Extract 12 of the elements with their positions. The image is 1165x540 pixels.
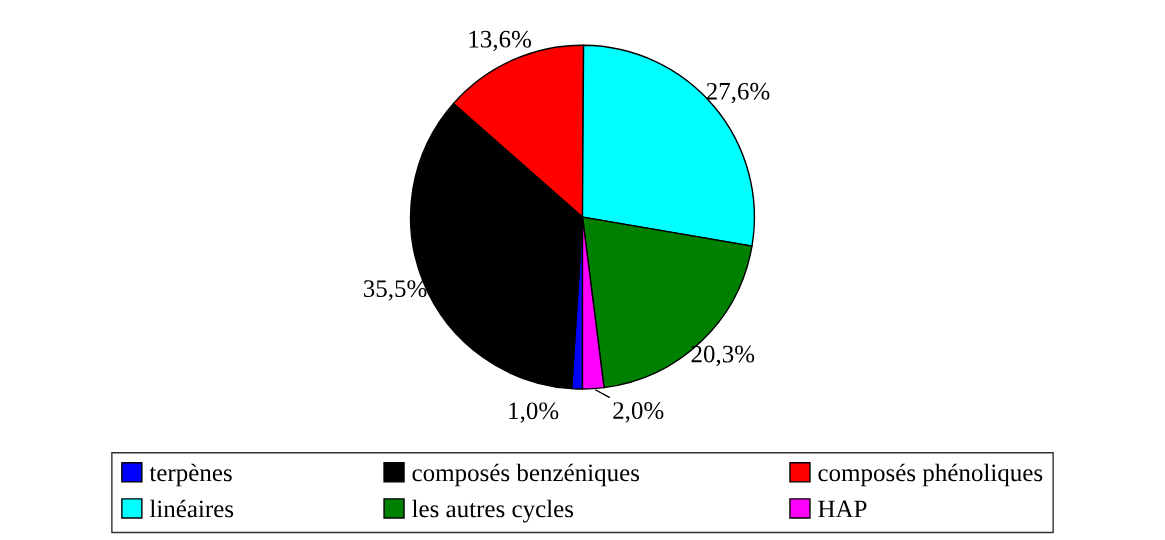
- legend-label: linéaires: [149, 499, 234, 518]
- data-label: 20,3%: [691, 345, 755, 367]
- data-label: 13,6%: [469, 30, 532, 52]
- legend-label: les autres cycles: [412, 499, 574, 523]
- data-label: 35,5%: [363, 280, 427, 301]
- legend-label: composés phénoliques: [818, 463, 1043, 487]
- data-label: 2,0%: [613, 402, 664, 423]
- legend-label: terpènes: [149, 463, 232, 487]
- legend-label: composés benzéniques: [412, 463, 640, 487]
- data-label: 27,6%: [706, 82, 770, 104]
- legend-label: HAP: [818, 500, 867, 518]
- data-label: 1,0%: [509, 402, 559, 423]
